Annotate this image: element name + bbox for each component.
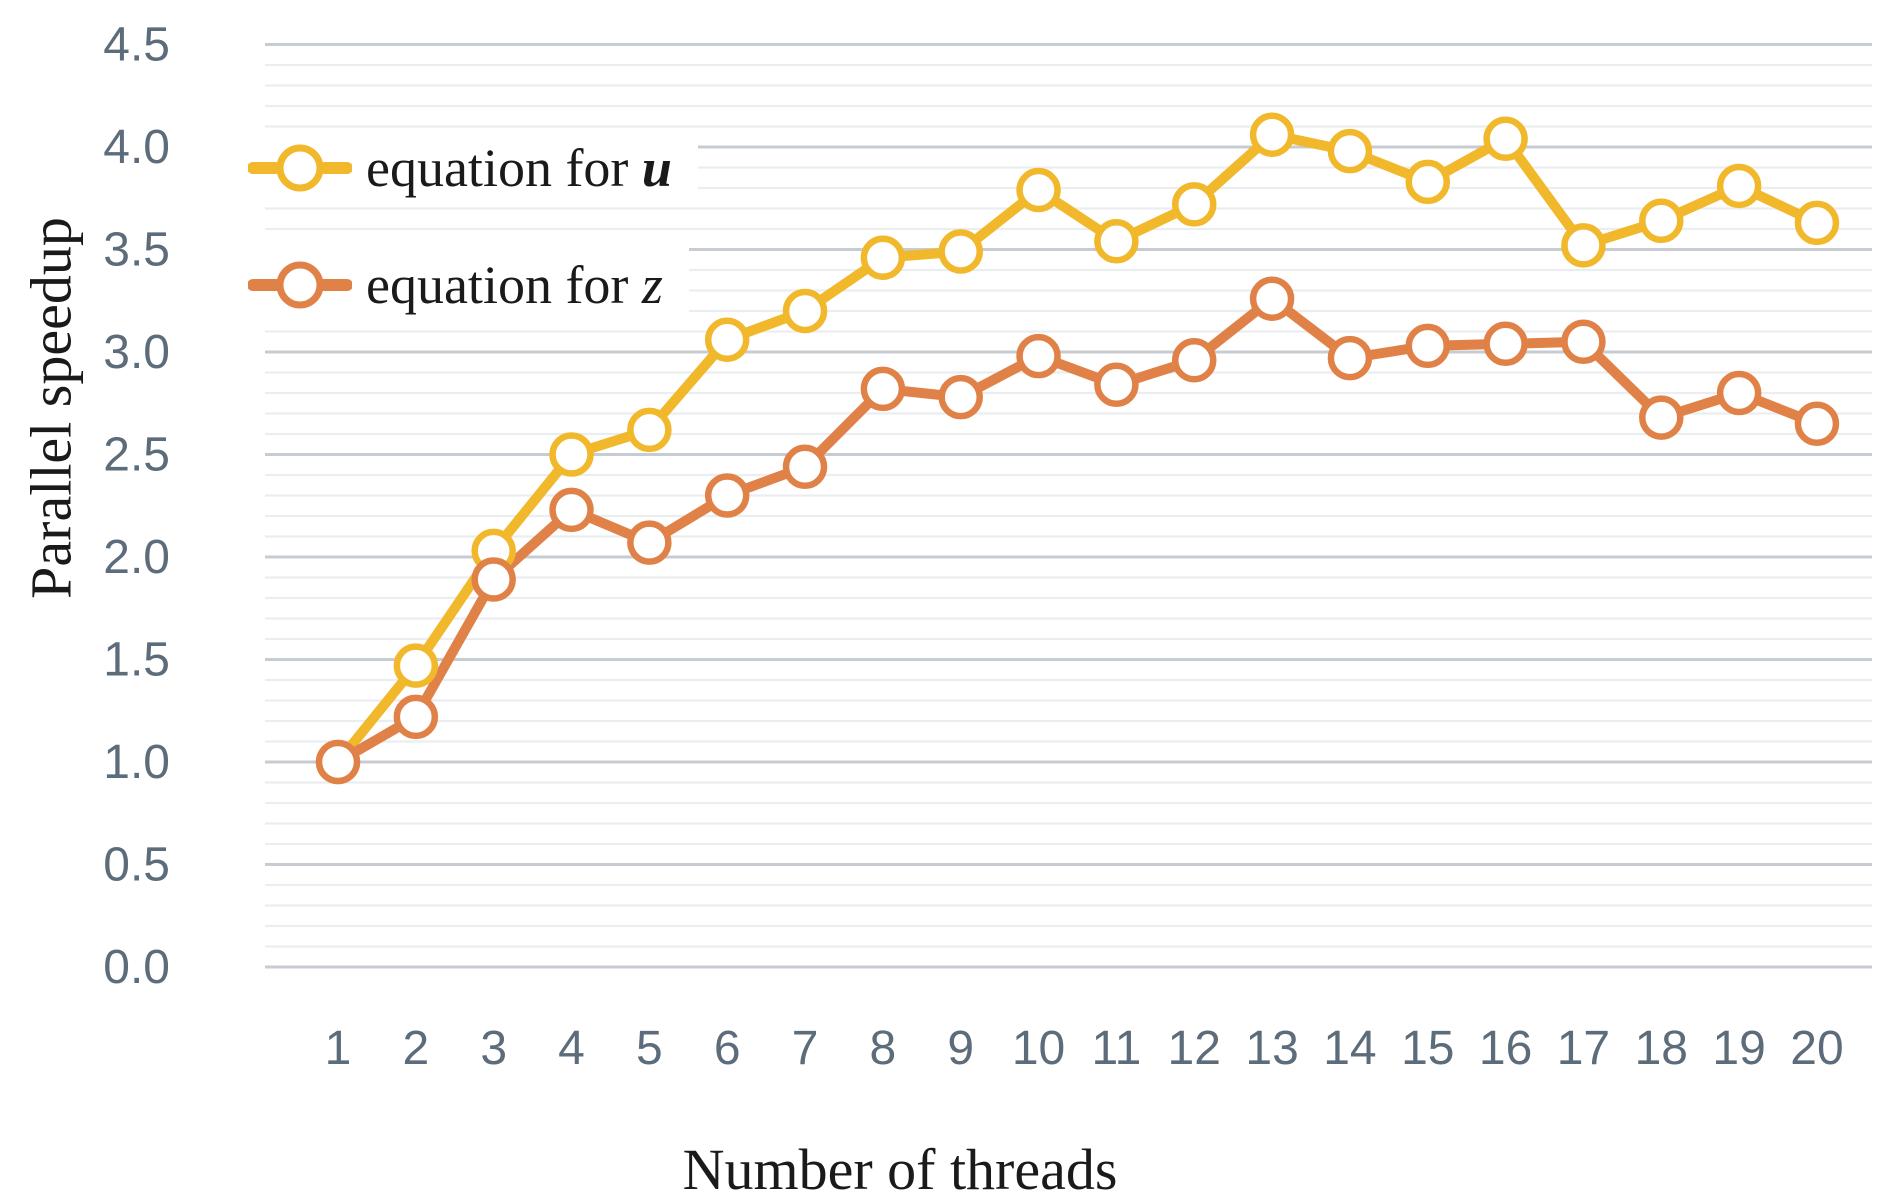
data-point-z-18 bbox=[1639, 395, 1684, 440]
x-tick-label: 5 bbox=[636, 1022, 663, 1075]
y-axis-tick-labels: 0.0 0.5 1.0 1.5 2.0 2.5 3.0 3.5 4.0 4.5 bbox=[103, 19, 170, 995]
major-gridlines bbox=[265, 43, 1872, 969]
x-tick-label: 16 bbox=[1479, 1022, 1532, 1075]
data-point-u-11 bbox=[1094, 219, 1139, 264]
data-point-z-11 bbox=[1094, 362, 1139, 408]
y-tick-label: 3.5 bbox=[103, 224, 170, 277]
x-tick-label: 3 bbox=[480, 1022, 507, 1075]
legend-label-z: equation for z bbox=[366, 255, 663, 315]
data-point-z-10 bbox=[1016, 333, 1061, 379]
data-point-u-6 bbox=[704, 317, 750, 362]
data-point-u-2 bbox=[393, 643, 439, 688]
x-tick-label: 4 bbox=[558, 1022, 585, 1075]
data-point-u-19 bbox=[1716, 163, 1762, 209]
data-point-u-8 bbox=[860, 235, 906, 280]
x-tick-label: 19 bbox=[1712, 1022, 1765, 1075]
data-point-u-7 bbox=[782, 288, 828, 334]
x-axis-title: Number of threads bbox=[682, 1137, 1118, 1201]
y-axis-title: Parallel speedup bbox=[18, 217, 84, 599]
data-point-u-12 bbox=[1171, 182, 1217, 227]
x-tick-label: 1 bbox=[325, 1022, 352, 1075]
x-tick-label: 12 bbox=[1168, 1022, 1221, 1075]
data-point-z-16 bbox=[1483, 321, 1528, 367]
y-tick-label: 0.0 bbox=[103, 941, 170, 994]
x-tick-label: 17 bbox=[1557, 1022, 1610, 1075]
data-point-z-1 bbox=[315, 739, 361, 785]
data-point-z-20 bbox=[1794, 401, 1840, 446]
x-tick-label: 15 bbox=[1401, 1022, 1454, 1075]
x-tick-label: 18 bbox=[1635, 1022, 1688, 1075]
x-tick-label: 13 bbox=[1245, 1022, 1298, 1075]
x-tick-label: 14 bbox=[1323, 1022, 1376, 1075]
data-point-z-19 bbox=[1716, 370, 1762, 416]
x-tick-label: 8 bbox=[870, 1022, 897, 1075]
data-point-z-14 bbox=[1327, 335, 1373, 381]
x-tick-label: 20 bbox=[1790, 1022, 1843, 1075]
legend-marker-u-icon bbox=[248, 144, 352, 192]
data-point-u-10 bbox=[1016, 167, 1061, 213]
series-markers bbox=[315, 112, 1840, 785]
y-tick-label: 4.0 bbox=[103, 121, 170, 174]
data-point-z-4 bbox=[549, 487, 594, 533]
data-point-z-6 bbox=[704, 473, 750, 518]
x-tick-label: 7 bbox=[792, 1022, 819, 1075]
y-tick-label: 4.5 bbox=[103, 19, 170, 72]
data-point-z-13 bbox=[1249, 276, 1295, 321]
data-point-z-7 bbox=[782, 444, 828, 490]
data-point-u-20 bbox=[1794, 200, 1840, 246]
series-line-z bbox=[333, 293, 1822, 767]
data-point-z-5 bbox=[627, 520, 672, 565]
x-tick-label: 2 bbox=[402, 1022, 429, 1075]
y-tick-label: 3.0 bbox=[103, 326, 170, 379]
data-point-z-12 bbox=[1171, 337, 1217, 383]
x-tick-label: 6 bbox=[714, 1022, 741, 1075]
legend-label-u: equation for u bbox=[366, 138, 672, 198]
data-point-u-14 bbox=[1327, 128, 1373, 174]
legend-item-z: equation for z bbox=[248, 247, 689, 323]
data-point-u-17 bbox=[1561, 223, 1606, 268]
data-point-z-17 bbox=[1561, 319, 1606, 364]
data-point-u-16 bbox=[1483, 116, 1528, 162]
legend-item-u: equation for u bbox=[248, 130, 698, 206]
y-tick-label: 1.5 bbox=[103, 634, 170, 687]
minor-gridlines bbox=[265, 63, 1872, 948]
data-point-z-9 bbox=[938, 374, 983, 420]
data-point-u-18 bbox=[1639, 198, 1684, 244]
x-tick-label: 9 bbox=[947, 1022, 974, 1075]
legend-marker-z-icon bbox=[248, 261, 352, 309]
x-tick-label: 10 bbox=[1012, 1022, 1065, 1075]
data-point-z-3 bbox=[471, 557, 516, 602]
y-tick-label: 1.0 bbox=[103, 736, 170, 789]
data-point-z-15 bbox=[1405, 323, 1451, 369]
data-point-u-4 bbox=[549, 432, 594, 477]
x-axis-tick-labels: 1 2 3 4 5 6 7 8 9 10 11 12 13 14 15 16 17 18 19 20 bbox=[325, 1022, 1844, 1075]
data-point-u-5 bbox=[627, 407, 672, 453]
data-point-u-13 bbox=[1249, 112, 1295, 157]
x-tick-label: 11 bbox=[1091, 1022, 1141, 1075]
data-point-z-8 bbox=[860, 366, 906, 412]
y-tick-label: 2.5 bbox=[103, 429, 170, 482]
data-point-u-15 bbox=[1405, 159, 1451, 205]
data-point-z-2 bbox=[393, 694, 439, 740]
data-point-u-9 bbox=[938, 229, 983, 274]
y-tick-label: 2.0 bbox=[103, 531, 170, 584]
y-tick-label: 0.5 bbox=[103, 839, 170, 892]
